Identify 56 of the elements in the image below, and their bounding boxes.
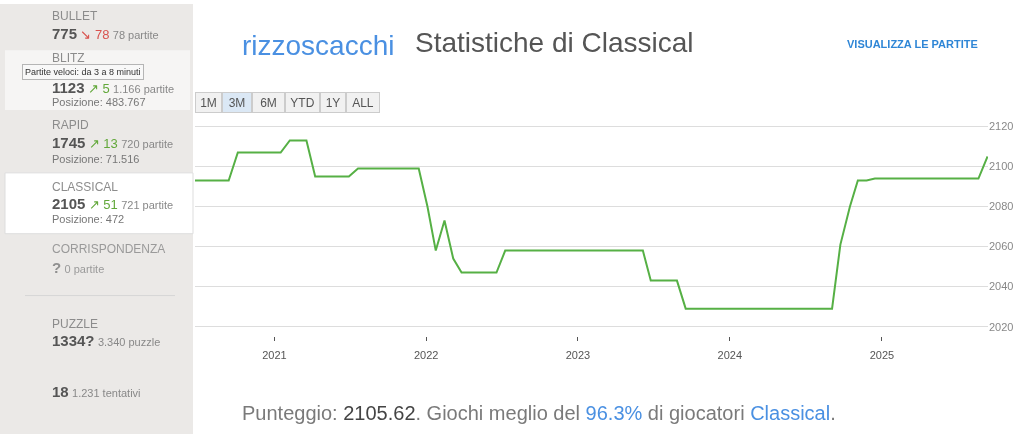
text: 1Y	[325, 95, 341, 110]
text: 1M	[200, 95, 217, 110]
text: Partite veloci: da 3 a 8 minuti	[25, 67, 141, 77]
text: 96.3%	[585, 402, 643, 424]
text: 1.231 tentativi	[72, 387, 141, 399]
text: 1334?	[52, 332, 95, 349]
text: ?	[52, 259, 62, 276]
y-tick-label: 2040	[989, 280, 1014, 293]
text: . Giochi meglio del	[415, 402, 586, 424]
y-tick-label: 2060	[989, 240, 1014, 253]
x-tick-label: 2022	[413, 349, 439, 362]
text: 78 partite	[112, 29, 159, 41]
line-series	[195, 139, 988, 310]
text: 3.340 puzzle	[97, 336, 161, 348]
text: 1.166 partite	[113, 83, 175, 95]
text: 3M	[228, 95, 246, 110]
text: 1745	[52, 134, 86, 151]
text: di giocatori	[642, 402, 751, 424]
text: 18	[52, 383, 69, 400]
text: 6M	[260, 95, 277, 110]
text: ↘ 78	[80, 27, 110, 42]
text: VISUALIZZA LE PARTITE	[847, 38, 978, 50]
text: PUZZLE	[52, 317, 99, 331]
y-tick-label: 2100	[989, 160, 1014, 173]
x-tick-label: 2023	[565, 349, 591, 362]
text: 2105.62	[343, 402, 416, 424]
x-tick-label: 2025	[869, 349, 895, 362]
text: Posizione: 71.516	[52, 153, 140, 165]
text: ↗ 13	[88, 136, 118, 151]
text: YTD	[290, 95, 315, 110]
text: 0 partite	[64, 263, 105, 275]
text: 720 partite	[121, 138, 174, 150]
text: ↗ 51	[88, 197, 118, 212]
x-tick-label: 2021	[262, 349, 287, 362]
text: ALL	[352, 95, 374, 110]
text: rizzoscacchi	[242, 30, 395, 61]
text: BULLET	[52, 9, 99, 23]
y-tick-label: 2120	[989, 120, 1014, 133]
text: Classical	[750, 402, 831, 424]
text: Posizione: 483.767	[52, 96, 146, 108]
text: Punteggio:	[242, 402, 344, 424]
text: CLASSICAL	[52, 180, 119, 194]
text: CORRISPONDENZA	[52, 242, 166, 256]
text: 721 partite	[121, 199, 174, 211]
text: RAPID	[52, 118, 90, 132]
x-tick-label: 2024	[717, 349, 743, 362]
y-tick-label: 2020	[989, 320, 1014, 333]
y-tick-label: 2080	[989, 200, 1014, 213]
text: 2105	[52, 195, 86, 212]
text: 775	[52, 25, 78, 42]
chart-title: Statistiche di Classical	[415, 26, 694, 58]
text: .	[830, 402, 836, 424]
text: 1123	[52, 79, 85, 96]
text: Posizione: 472	[52, 213, 125, 225]
text: ↗ 5	[87, 81, 110, 96]
text: BLITZ	[52, 51, 85, 65]
